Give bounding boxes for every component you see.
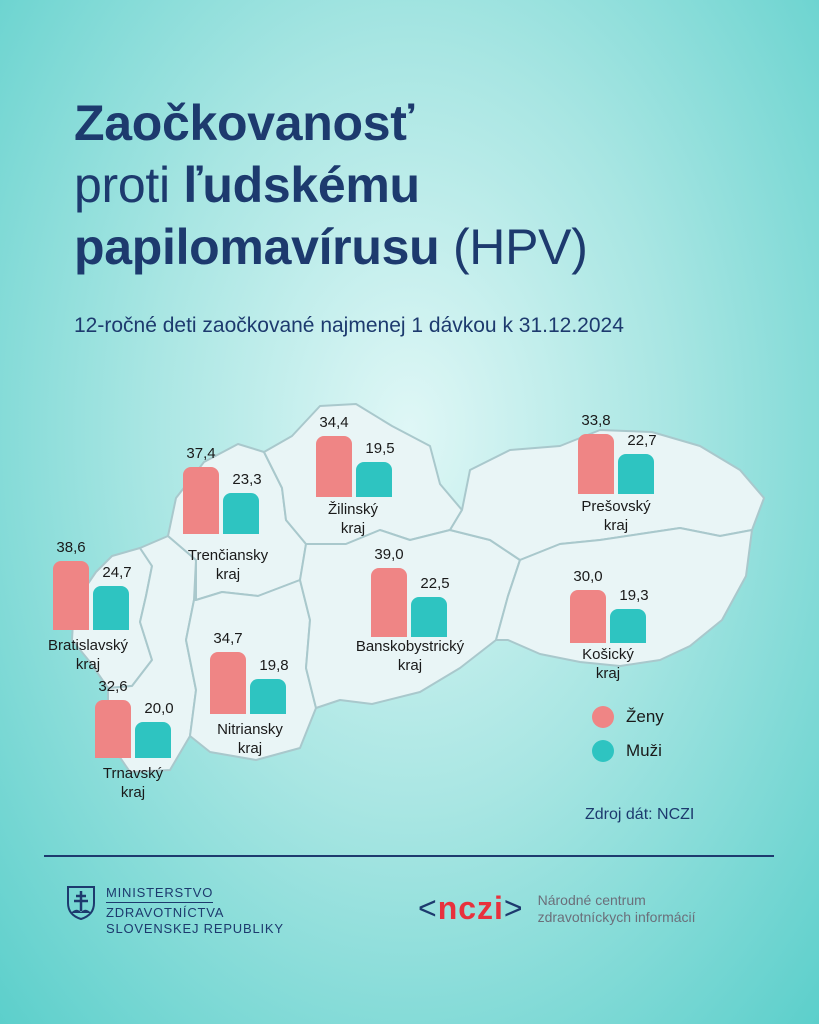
value-women-banskobystricky: 39,0 (374, 545, 404, 563)
left-chevron-icon: < (418, 890, 438, 926)
bar-women-banskobystricky (371, 567, 407, 637)
bar-women-trenciansky (183, 467, 219, 534)
bar-men-trnavsky (135, 722, 171, 758)
bar-women-bratislavsky (53, 561, 89, 630)
title-part4: papilomavírusu (74, 219, 440, 275)
legend-label-men: Muži (626, 741, 662, 760)
value-women-kosicky: 30,0 (573, 567, 603, 585)
region-label-trnavsky: Trnavský kraj (102, 765, 164, 801)
right-chevron-icon: > (503, 890, 524, 926)
value-men-trenciansky: 23,3 (232, 470, 262, 488)
bar-men-nitriansky (250, 678, 286, 714)
bar-men-zilinsky (356, 462, 392, 497)
value-women-trnavsky: 32,6 (98, 677, 128, 695)
value-men-zilinsky: 19,5 (365, 440, 395, 458)
title-part1: Zaočkovanosť (74, 95, 414, 151)
bar-men-bratislavsky (93, 586, 129, 630)
region-label-presovsky: Prešovský kraj (581, 498, 651, 534)
subtitle: 12-ročné deti zaočkované najmenej 1 dávk… (74, 314, 624, 337)
value-men-kosicky: 19,3 (619, 586, 649, 604)
legend-item-women: Ženy (592, 706, 664, 728)
value-women-nitriansky: 34,7 (213, 630, 243, 648)
bar-women-trnavsky (95, 699, 131, 758)
bar-men-trenciansky (223, 492, 259, 534)
page-title: Zaočkovanosť proti ľudskému papilomavíru… (74, 92, 588, 278)
legend-dot-women (592, 706, 614, 728)
region-label-bratislavsky: Bratislavský kraj (47, 637, 129, 673)
legend-label-women: Ženy (626, 707, 664, 726)
title-part2: proti (74, 157, 170, 213)
legend: Ženy Muži (592, 706, 664, 774)
source-note: Zdroj dát: NCZI (585, 806, 695, 823)
footer-divider (44, 855, 774, 857)
bar-women-zilinsky (316, 435, 352, 497)
region-shape-banskobystricky (299, 529, 521, 709)
value-women-trenciansky: 37,4 (186, 445, 216, 463)
ministry-line3: SLOVENSKEJ REPUBLIKY (106, 921, 284, 936)
nczi-logo: <nczi> Národné centrum zdravotníckych in… (418, 890, 696, 927)
ministry-logo: MINISTERSTVO ZDRAVOTNÍCTVA SLOVENSKEJ RE… (66, 885, 284, 937)
value-women-presovsky: 33,8 (581, 411, 611, 429)
nczi-wordmark: <nczi> (418, 890, 524, 926)
value-men-bratislavsky: 24,7 (102, 564, 132, 582)
coat-of-arms-icon (67, 886, 95, 921)
title-part5: (HPV) (452, 219, 588, 275)
value-men-banskobystricky: 22,5 (420, 574, 450, 592)
legend-dot-men (592, 740, 614, 762)
region-label-nitriansky: Nitriansky kraj (217, 721, 283, 757)
value-women-zilinsky: 34,4 (319, 413, 349, 431)
region-label-banskobystricky: Banskobystrický kraj (355, 638, 465, 674)
region-label-kosicky: Košický kraj (582, 646, 634, 682)
value-men-trnavsky: 20,0 (144, 700, 174, 718)
title-part3: ľudskému (183, 157, 420, 213)
value-men-nitriansky: 19,8 (259, 656, 289, 674)
region-shape-kosicky (495, 527, 753, 667)
region-label-trenciansky: Trenčiansky kraj (187, 547, 269, 583)
nczi-line2: zdravotníckych informácií (537, 908, 696, 925)
ministry-line2: ZDRAVOTNÍCTVA (106, 905, 225, 920)
value-women-bratislavsky: 38,6 (56, 539, 86, 557)
bar-women-presovsky (578, 433, 614, 494)
nczi-line1: Národné centrum (537, 891, 646, 908)
bar-men-banskobystricky (411, 596, 447, 637)
ministry-line1: MINISTERSTVO (106, 885, 214, 903)
legend-item-men: Muži (592, 740, 664, 762)
bar-women-kosicky (570, 589, 606, 643)
bar-women-nitriansky (210, 652, 246, 714)
value-men-presovsky: 22,7 (627, 431, 657, 449)
bar-men-presovsky (618, 453, 654, 494)
bar-men-kosicky (610, 608, 646, 643)
region-label-zilinsky: Žilinský kraj (327, 501, 379, 537)
region-shape-nitriansky (185, 579, 317, 761)
